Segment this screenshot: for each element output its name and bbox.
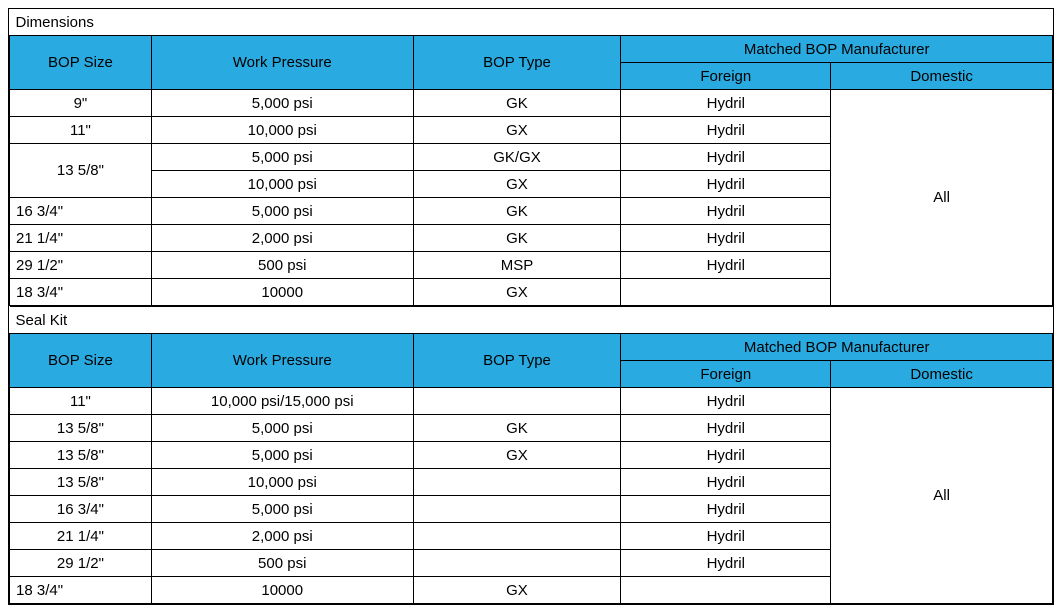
table-row: BOP Size Work Pressure BOP Type Matched …: [10, 334, 1053, 361]
col-header-foreign: Foreign: [621, 63, 831, 90]
cell-bop-type: GK: [413, 90, 621, 117]
col-header-work-pressure: Work Pressure: [151, 36, 413, 90]
table-row: Seal Kit: [10, 307, 1053, 334]
table-row: BOP Size Work Pressure BOP Type Matched …: [10, 36, 1053, 63]
cell-bop-type: GX: [413, 171, 621, 198]
cell-bop-size: 16 3/4": [10, 496, 152, 523]
cell-bop-size: 13 5/8": [10, 469, 152, 496]
cell-bop-type: [413, 523, 621, 550]
cell-foreign: Hydril: [621, 90, 831, 117]
cell-bop-type: GK: [413, 415, 621, 442]
cell-bop-size: 21 1/4": [10, 225, 152, 252]
cell-foreign: Hydril: [621, 252, 831, 279]
cell-foreign: Hydril: [621, 442, 831, 469]
table-row: Dimensions: [10, 9, 1053, 36]
cell-work-pressure: 2,000 psi: [151, 523, 413, 550]
cell-domestic: All: [831, 388, 1053, 604]
cell-bop-size: 29 1/2": [10, 550, 152, 577]
cell-bop-type: [413, 550, 621, 577]
cell-bop-type: GK: [413, 198, 621, 225]
section-title-sealkit: Seal Kit: [10, 307, 1053, 334]
section-title-dimensions: Dimensions: [10, 9, 1053, 36]
cell-bop-type: GK/GX: [413, 144, 621, 171]
col-header-work-pressure: Work Pressure: [151, 334, 413, 388]
cell-bop-size: 18 3/4": [10, 577, 152, 604]
cell-bop-type: [413, 496, 621, 523]
cell-bop-type: GX: [413, 577, 621, 604]
cell-bop-type: GX: [413, 442, 621, 469]
cell-bop-type: GX: [413, 117, 621, 144]
cell-work-pressure: 2,000 psi: [151, 225, 413, 252]
col-header-foreign: Foreign: [621, 361, 831, 388]
cell-work-pressure: 10,000 psi: [151, 469, 413, 496]
cell-foreign: Hydril: [621, 117, 831, 144]
cell-work-pressure: 10,000 psi/15,000 psi: [151, 388, 413, 415]
cell-foreign: [621, 279, 831, 306]
cell-bop-size: 13 5/8": [10, 415, 152, 442]
cell-bop-size: 16 3/4": [10, 198, 152, 225]
cell-bop-size: 11": [10, 388, 152, 415]
cell-foreign: Hydril: [621, 415, 831, 442]
cell-foreign: [621, 577, 831, 604]
cell-work-pressure: 5,000 psi: [151, 496, 413, 523]
cell-foreign: Hydril: [621, 469, 831, 496]
cell-domestic: All: [831, 90, 1053, 306]
col-header-matched: Matched BOP Manufacturer: [621, 334, 1053, 361]
col-header-bop-size: BOP Size: [10, 334, 152, 388]
cell-bop-type: GX: [413, 279, 621, 306]
cell-bop-size: 13 5/8": [10, 442, 152, 469]
sealkit-table: Seal Kit BOP Size Work Pressure BOP Type…: [9, 306, 1053, 604]
cell-bop-size: 9": [10, 90, 152, 117]
cell-bop-type: GK: [413, 225, 621, 252]
col-header-bop-type: BOP Type: [413, 334, 621, 388]
table-row: 9"5,000 psiGKHydrilAll: [10, 90, 1053, 117]
col-header-domestic: Domestic: [831, 63, 1053, 90]
tables-container: Dimensions BOP Size Work Pressure BOP Ty…: [8, 8, 1054, 605]
cell-work-pressure: 10,000 psi: [151, 117, 413, 144]
col-header-bop-type: BOP Type: [413, 36, 621, 90]
cell-work-pressure: 500 psi: [151, 550, 413, 577]
cell-foreign: Hydril: [621, 225, 831, 252]
cell-bop-size: 21 1/4": [10, 523, 152, 550]
cell-work-pressure: 5,000 psi: [151, 442, 413, 469]
cell-work-pressure: 10,000 psi: [151, 171, 413, 198]
cell-work-pressure: 10000: [151, 279, 413, 306]
cell-foreign: Hydril: [621, 144, 831, 171]
cell-bop-size: 13 5/8": [10, 144, 152, 198]
cell-work-pressure: 5,000 psi: [151, 415, 413, 442]
dimensions-table: Dimensions BOP Size Work Pressure BOP Ty…: [9, 9, 1053, 306]
cell-foreign: Hydril: [621, 496, 831, 523]
cell-work-pressure: 5,000 psi: [151, 90, 413, 117]
cell-bop-size: 11": [10, 117, 152, 144]
col-header-bop-size: BOP Size: [10, 36, 152, 90]
cell-foreign: Hydril: [621, 550, 831, 577]
cell-bop-size: 29 1/2": [10, 252, 152, 279]
cell-foreign: Hydril: [621, 171, 831, 198]
cell-bop-type: MSP: [413, 252, 621, 279]
col-header-domestic: Domestic: [831, 361, 1053, 388]
cell-work-pressure: 5,000 psi: [151, 198, 413, 225]
cell-work-pressure: 500 psi: [151, 252, 413, 279]
cell-bop-size: 18 3/4": [10, 279, 152, 306]
cell-bop-type: [413, 388, 621, 415]
cell-work-pressure: 5,000 psi: [151, 144, 413, 171]
cell-foreign: Hydril: [621, 388, 831, 415]
col-header-matched: Matched BOP Manufacturer: [621, 36, 1053, 63]
cell-foreign: Hydril: [621, 523, 831, 550]
cell-work-pressure: 10000: [151, 577, 413, 604]
table-row: 11"10,000 psi/15,000 psiHydrilAll: [10, 388, 1053, 415]
cell-foreign: Hydril: [621, 198, 831, 225]
cell-bop-type: [413, 469, 621, 496]
